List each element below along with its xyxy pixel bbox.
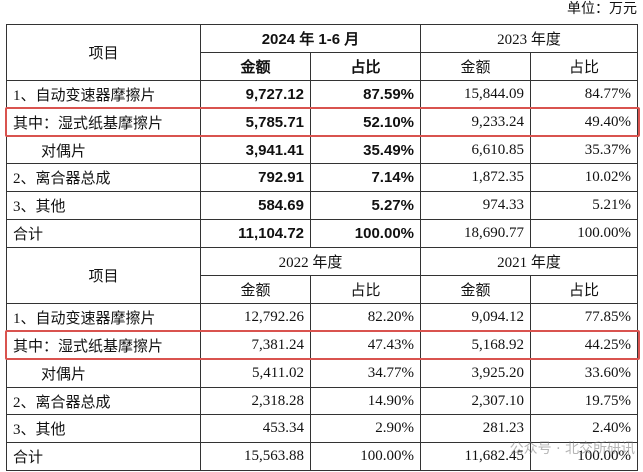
- column-header: 占比: [310, 275, 421, 304]
- cell-value: 84.77%: [529, 79, 639, 109]
- row-label: 3、其他: [6, 414, 201, 444]
- cell-value: 5.27%: [310, 191, 421, 221]
- cell-value: 10.02%: [529, 163, 639, 193]
- cell-value: 5,785.71: [200, 107, 311, 137]
- data-row: 1、自动变速器摩擦片 9,727.12 87.59% 15,844.09 84.77%: [6, 79, 639, 109]
- column-header: 占比: [529, 275, 639, 304]
- column-header: 金额: [420, 275, 531, 304]
- header-row: 金额 占比 金额 占比: [7, 51, 639, 81]
- column-header: 占比: [529, 51, 639, 81]
- period-header: 2021 年度: [419, 247, 639, 277]
- row-label: 其中：湿式纸基摩擦片: [6, 330, 201, 360]
- cell-value: 100.00%: [310, 219, 421, 249]
- data-row: 3、其他 453.34 2.90% 281.23 2.40%: [6, 414, 639, 444]
- data-row: 合计 11,104.72 100.00% 18,690.77 100.00%: [6, 219, 639, 249]
- cell-value: 2.40%: [529, 414, 639, 444]
- cell-value: 33.60%: [529, 358, 639, 388]
- item-header: 项目: [6, 24, 201, 81]
- data-row: 合计 15,563.88 100.00% 11,682.45 100.00%: [6, 442, 639, 472]
- watermark: 公众号 · 北交所研讯: [509, 441, 635, 457]
- cell-value: 5.21%: [529, 191, 639, 221]
- column-header: 金额: [200, 51, 311, 81]
- item-header: 项目: [6, 247, 201, 304]
- cell-value: 19.75%: [529, 386, 639, 416]
- cell-value: 792.91: [200, 163, 311, 193]
- cell-value: 47.43%: [310, 330, 421, 360]
- cell-value: 2.90%: [310, 414, 421, 444]
- cell-value: 34.77%: [310, 358, 421, 388]
- cell-value: 44.25%: [529, 330, 639, 360]
- row-label: 1、自动变速器摩擦片: [6, 302, 201, 332]
- header-row: 金额 占比 金额 占比: [7, 275, 639, 304]
- period-header: 2022 年度: [200, 247, 421, 277]
- cell-value: 5,411.02: [200, 358, 311, 388]
- cell-value: 52.10%: [310, 107, 421, 137]
- row-label: 1、自动变速器摩擦片: [6, 79, 201, 109]
- cell-value: 3,941.41: [200, 135, 311, 165]
- row-label: 其中：湿式纸基摩擦片: [6, 107, 201, 137]
- cell-value: 77.85%: [529, 302, 639, 332]
- cell-value: 15,844.09: [420, 79, 531, 109]
- column-header: 金额: [200, 275, 311, 304]
- data-row: 2、离合器总成 2,318.28 14.90% 2,307.10 19.75%: [6, 386, 639, 416]
- row-label: 3、其他: [6, 191, 201, 221]
- row-label: 2、离合器总成: [6, 163, 201, 193]
- cell-value: 87.59%: [310, 79, 421, 109]
- data-row: 1、自动变速器摩擦片 12,792.26 82.20% 9,094.12 77.85%: [6, 302, 639, 332]
- row-label: 合计: [6, 219, 201, 249]
- cell-value: 1,872.35: [420, 163, 531, 193]
- cell-value: 12,792.26: [200, 302, 311, 332]
- unit-label: 单位：万元: [567, 2, 637, 17]
- period-header: 2024 年 1-6 月: [200, 24, 421, 53]
- data-row: 3、其他 584.69 5.27% 974.33 5.21%: [6, 191, 639, 221]
- cell-value: 6,610.85: [420, 135, 531, 165]
- cell-value: 453.34: [200, 414, 311, 444]
- cell-value: 82.20%: [310, 302, 421, 332]
- data-row: 对偶片 3,941.41 35.49% 6,610.85 35.37%: [6, 135, 639, 165]
- cell-value: 2,318.28: [200, 386, 311, 416]
- header-row: 项目 2024 年 1-6 月 2023 年度: [6, 24, 639, 81]
- cell-value: 14.90%: [310, 386, 421, 416]
- data-row: 2、离合器总成 792.91 7.14% 1,872.35 10.02%: [6, 163, 639, 193]
- period-header: 2023 年度: [419, 24, 639, 53]
- data-row: 对偶片 5,411.02 34.77% 3,925.20 33.60%: [6, 358, 639, 388]
- cell-value: 35.49%: [310, 135, 421, 165]
- cell-value: 18,690.77: [420, 219, 531, 249]
- column-header: 占比: [310, 51, 421, 81]
- row-label: 合计: [6, 442, 201, 472]
- cell-value: 281.23: [420, 414, 531, 444]
- data-row: 其中：湿式纸基摩擦片 7,381.24 47.43% 5,168.92 44.25%: [6, 330, 639, 360]
- cell-value: 7,381.24: [200, 330, 311, 360]
- cell-value: 15,563.88: [200, 442, 311, 472]
- cell-value: 3,925.20: [420, 358, 531, 388]
- data-row: 其中：湿式纸基摩擦片 5,785.71 52.10% 9,233.24 49.40%: [6, 107, 639, 137]
- cell-value: 11,104.72: [200, 219, 311, 249]
- cell-value: 2,307.10: [420, 386, 531, 416]
- cell-value: 11,682.45: [420, 442, 531, 472]
- cell-value: 584.69: [200, 191, 311, 221]
- cell-value: 35.37%: [529, 135, 639, 165]
- cell-value: 7.14%: [310, 163, 421, 193]
- column-header: 金额: [420, 51, 531, 81]
- header-row: 项目 2022 年度 2021 年度: [6, 247, 639, 304]
- cell-value: 9,727.12: [200, 79, 311, 109]
- row-label: 2、离合器总成: [6, 386, 201, 416]
- cell-value: 100.00%: [529, 442, 639, 472]
- row-label: 对偶片: [6, 135, 201, 165]
- cell-value: 974.33: [420, 191, 531, 221]
- cell-value: 5,168.92: [420, 330, 531, 360]
- row-label: 对偶片: [6, 358, 201, 388]
- cell-value: 9,233.24: [420, 107, 531, 137]
- revenue-table: 项目 2024 年 1-6 月 2023 年度 金额 占比 金额 占比 1、自动变速器摩擦片 9…: [6, 24, 639, 472]
- cell-value: 9,094.12: [420, 302, 531, 332]
- cell-value: 100.00%: [310, 442, 421, 472]
- cell-value: 100.00%: [529, 219, 639, 249]
- cell-value: 49.40%: [529, 107, 639, 137]
